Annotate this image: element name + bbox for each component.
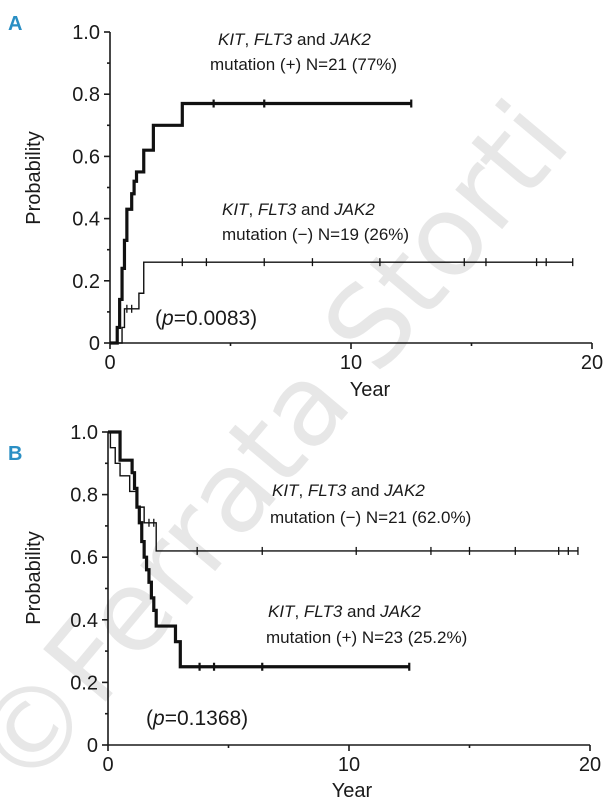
panel-b-y-tick-label: 0.4	[70, 610, 98, 632]
panel-a-y-axis-label: Probability	[23, 131, 45, 224]
series-a2-label-genes: KIT, FLT3 and JAK2	[222, 200, 375, 219]
panel-a-y-tick-label: 0.2	[72, 271, 100, 293]
panel-b-series-2-curve	[108, 430, 410, 669]
panel-a-p-value: (p=0.0083)	[155, 307, 257, 330]
panel-a-y-tick-label: 0.4	[72, 209, 100, 231]
panel-b-x-tick-label: 0	[102, 754, 113, 776]
series-a1-label-genes: KIT, FLT3 and JAK2	[218, 30, 371, 49]
panel-a-y-tick-label: 0	[89, 333, 100, 355]
panel-b-p-value: (p=0.1368)	[146, 707, 248, 730]
panel-a-series-1-curve	[110, 101, 412, 345]
panel-b-y-tick-label: 0.8	[70, 485, 98, 507]
panel-b-y-tick-label: 0	[87, 735, 98, 757]
series-b2-label-genes: KIT, FLT3 and JAK2	[268, 602, 421, 621]
panel-b-x-tick-label: 10	[338, 754, 360, 776]
panel-a-x-axis-label: Year	[350, 379, 391, 401]
series-b2-label-desc: mutation (+) N=23 (25.2%)	[266, 628, 467, 647]
panel-a-x-tick-label: 0	[104, 352, 115, 374]
panel-b-y-axis-label: Probability	[23, 531, 45, 624]
series-a1-label-desc: mutation (+) N=21 (77%)	[210, 55, 397, 74]
panel-a-x-tick-label: 20	[581, 352, 603, 374]
panel-b-x-axis-label: Year	[332, 780, 373, 800]
panel-b-y-tick-label: 0.6	[70, 547, 98, 569]
panel-b-y-tick-label: 1.0	[70, 422, 98, 444]
panel-b-letter: B	[8, 443, 22, 465]
panel-b-x-tick-label: 20	[579, 754, 601, 776]
panel-a-letter: A	[8, 13, 22, 35]
panel-b-series-1-curve	[108, 431, 578, 552]
panel-a-y-tick-label: 0.6	[72, 146, 100, 168]
panel-a-y-tick-label: 1.0	[72, 22, 100, 44]
panel-b-y-tick-label: 0.2	[70, 672, 98, 694]
series-b1-label-genes: KIT, FLT3 and JAK2	[272, 481, 425, 500]
series-a2-label-desc: mutation (−) N=19 (26%)	[222, 225, 409, 244]
panel-a-x-tick-label: 10	[340, 352, 362, 374]
panel-a: A Probability Year KIT, FLT3 and JAK2 mu…	[8, 13, 603, 401]
panel-a-y-tick-label: 0.8	[72, 84, 100, 106]
panel-b: B Probability Year KIT, FLT3 and JAK2 mu…	[8, 422, 601, 800]
series-b1-label-desc: mutation (−) N=21 (62.0%)	[270, 508, 471, 527]
